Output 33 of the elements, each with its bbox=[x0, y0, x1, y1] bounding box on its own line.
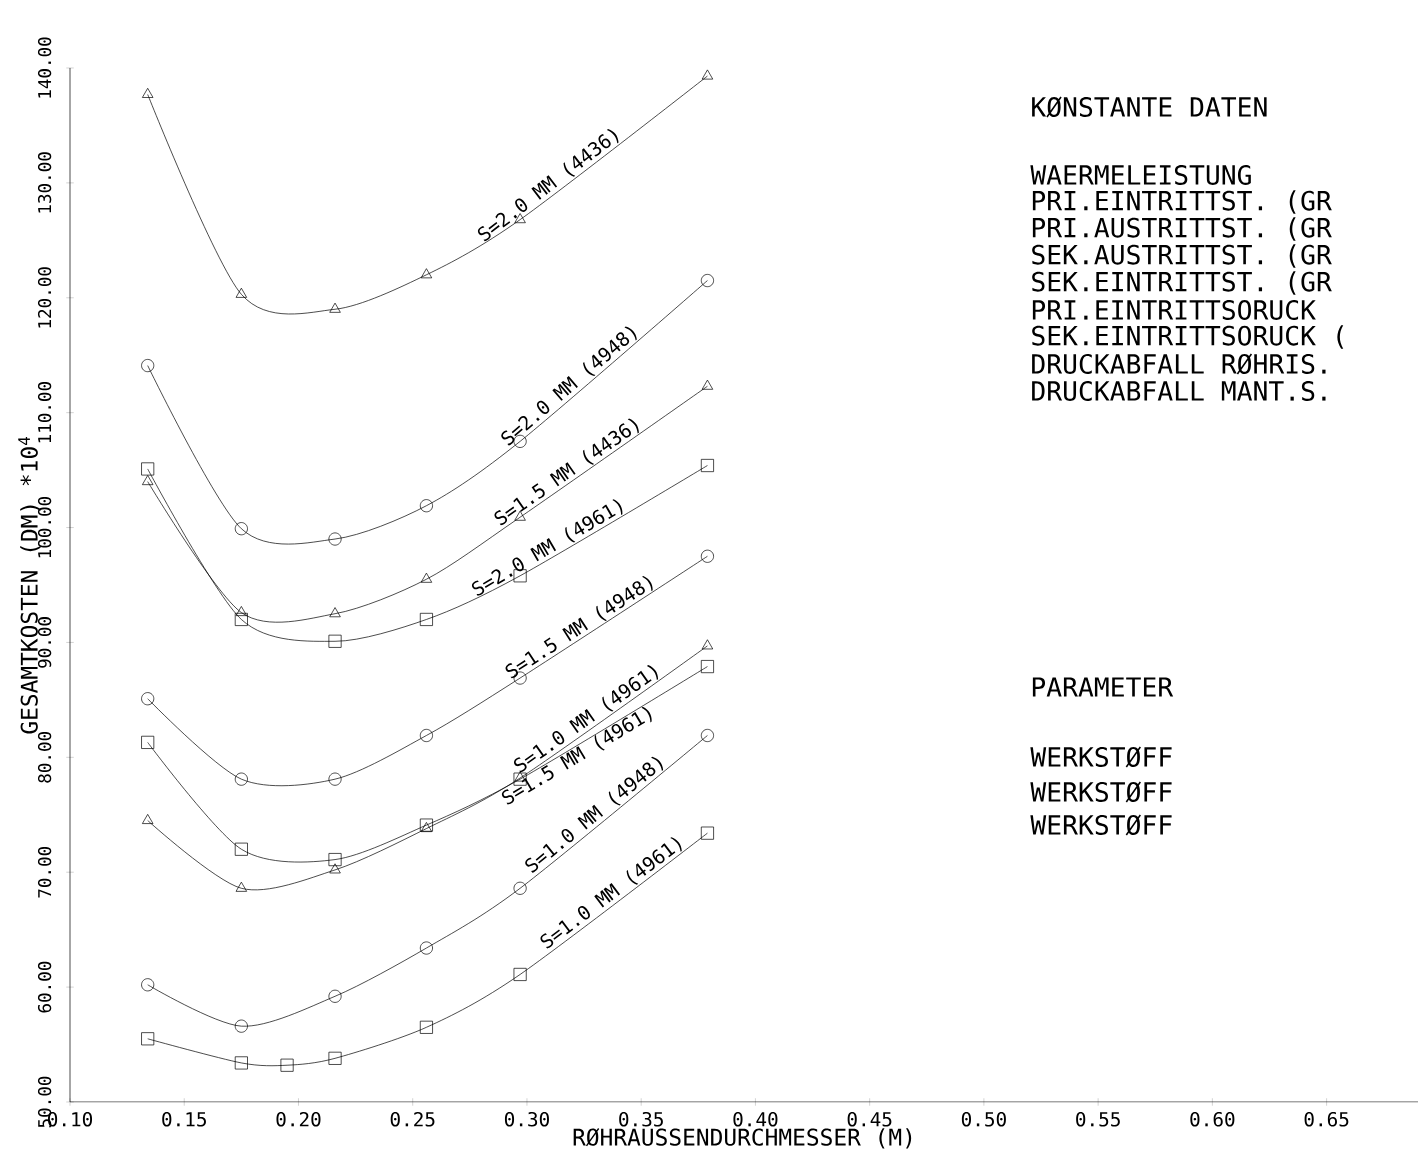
annotation: DRUCKABFALL MANT.S. bbox=[1032, 381, 1326, 401]
y-tick-label: 140.00 bbox=[37, 37, 52, 98]
annotation: WERKSTØFF bbox=[1030, 814, 1172, 836]
x-tick-label: 0.60 bbox=[1190, 1111, 1235, 1127]
x-tick-label: 0.55 bbox=[1076, 1111, 1120, 1127]
x-tick-label: 0.35 bbox=[619, 1111, 663, 1127]
y-tick-label: 80.00 bbox=[37, 732, 52, 783]
y-tick-label: 70.00 bbox=[37, 846, 52, 898]
x-tick-label: 0.40 bbox=[733, 1111, 778, 1127]
annotation: WAERMELEISTUNG bbox=[1030, 165, 1251, 185]
x-tick-label: 0.20 bbox=[276, 1111, 321, 1127]
annotation: SEK.AUSTRITTST. (GR bbox=[1032, 244, 1332, 268]
y-tick-label: 110.00 bbox=[37, 382, 52, 443]
annotation: SEK.EINTRITTST. (GR bbox=[1032, 271, 1332, 295]
annotation: WERKSTØFF bbox=[1030, 781, 1172, 803]
x-tick-label: 0.65 bbox=[1304, 1111, 1349, 1127]
annotation: PRI.AUSTRITTST. (GR bbox=[1032, 217, 1332, 241]
annotation: PARAMETER bbox=[1032, 677, 1174, 697]
annotation: SEK.EINTRITTSORUCK ( bbox=[1032, 325, 1344, 349]
x-axis-title: RØHRAUSSENDURCHMESSER (M) bbox=[573, 1128, 912, 1149]
x-tick-label: 0.15 bbox=[162, 1111, 206, 1127]
y-tick-label: 60.00 bbox=[37, 961, 52, 1013]
x-tick-label: 0.50 bbox=[961, 1111, 1006, 1127]
annotation: KØNSTANTE DATEN bbox=[1032, 96, 1267, 118]
x-tick-label: 0.30 bbox=[504, 1111, 549, 1127]
y-tick-label: 130.00 bbox=[37, 152, 52, 213]
annotation: PRI.EINTRITTSORUCK bbox=[1032, 300, 1316, 320]
annotation: WERKSTØFF bbox=[1030, 746, 1172, 768]
annotation: DRUCKABFALL RØHRIS. bbox=[1032, 353, 1326, 375]
annotation: PRI.EINTRITTST. (GR bbox=[1032, 190, 1332, 214]
x-tick-label: 0.45 bbox=[847, 1111, 892, 1127]
y-tick-label: 120.00 bbox=[37, 267, 52, 328]
x-tick-label: 0.25 bbox=[390, 1111, 435, 1127]
